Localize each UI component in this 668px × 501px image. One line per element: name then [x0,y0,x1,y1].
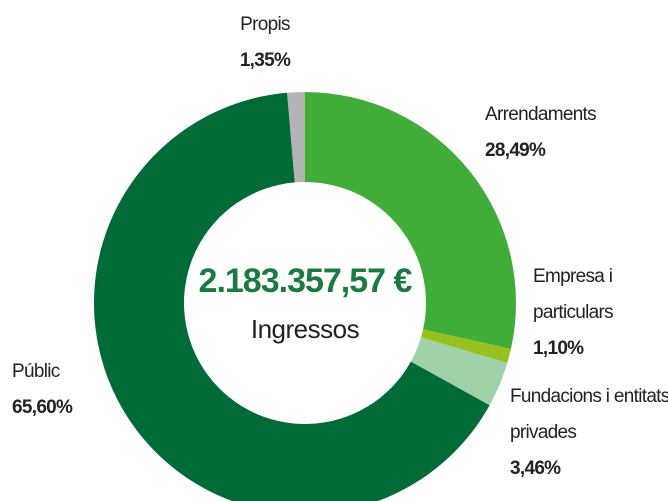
slice-name: Públic [12,361,60,382]
center-label: Ingressos [250,314,360,344]
slice-label: Públic 65,60% [12,354,132,426]
donut-slice [421,329,511,364]
slice-name: Arrendaments [485,104,597,125]
donut-slice [287,92,305,183]
slice-label: Arrendaments 28,49% [485,97,655,169]
center-value: 2.183.357,57 € [198,262,413,300]
slice-label: Propis 1,35% [185,7,345,79]
slice-value: 28,49% [485,140,546,161]
donut-slice [305,92,517,349]
slice-name: Empresa i particulars [533,266,614,323]
donut-slice [93,92,490,501]
slice-value: 65,60% [12,397,73,418]
slice-name: Fundacions i entitats privades [510,386,668,443]
donut-slice [410,337,508,406]
slice-value: 1,35% [239,50,291,71]
slice-value: 1,10% [533,338,584,359]
slice-label: Fundacions i entitats privades 3,46% [510,379,668,487]
slice-label: Empresa i particulars 1,10% [533,259,653,367]
slice-value: 3,46% [510,458,561,479]
slice-name: Propis [240,14,290,35]
